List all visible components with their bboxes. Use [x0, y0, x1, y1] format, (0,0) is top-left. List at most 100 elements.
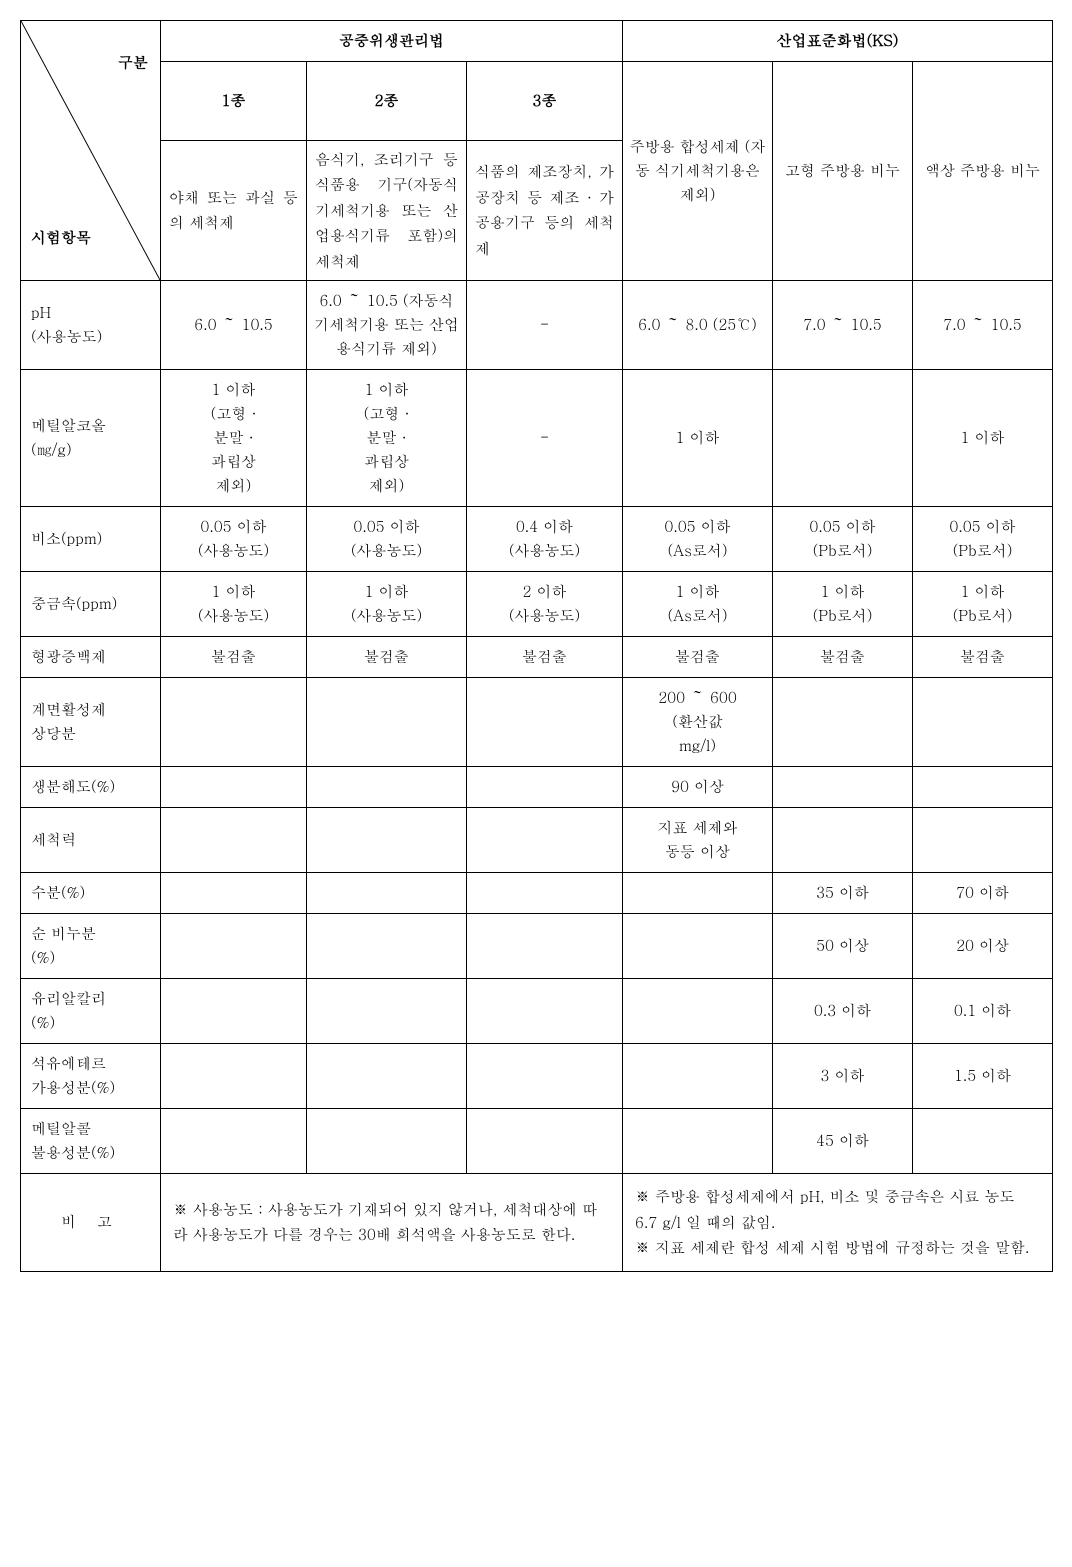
cell-soap-5: 50 이상: [773, 914, 913, 979]
remarks-note-2: ※ 주방용 합성세제에서 pH, 비소 및 중금속은 시료 농도 6.7 g/l…: [623, 1174, 1053, 1272]
header-group-ks: 산업표준화법(KS): [623, 21, 1053, 62]
cell-surf-2: [307, 678, 467, 767]
cell-heavy-5: 1 이하(Pb로서): [773, 572, 913, 637]
cell-ether-3: [467, 1044, 623, 1109]
cell-biodeg-4: 90 이상: [623, 767, 773, 808]
cell-cleaning-1: [161, 808, 307, 873]
row-label-alkali: 유리알칼리(%): [21, 979, 161, 1044]
cell-ether-1: [161, 1044, 307, 1109]
cell-ph-1: 6.0 ～ 10.5: [161, 281, 307, 370]
header-group-public-health: 공중위생관리법: [161, 21, 623, 62]
header-desc-2: 음식기, 조리기구 등 식품용 기구(자동식기세척기용 또는 산업용식기류 포함…: [307, 140, 467, 281]
row-label-fluor: 형광증백제: [21, 637, 161, 678]
row-label-surf: 계면활성제상당분: [21, 678, 161, 767]
cell-ph-2: 6.0 ～ 10.5 (자동식기세척기용 또는 산업용식기류 제외): [307, 281, 467, 370]
cell-methyl-6: 1 이하: [913, 370, 1053, 507]
cell-cleaning-2: [307, 808, 467, 873]
cell-alkali-1: [161, 979, 307, 1044]
header-desc-4: 주방용 합성세제 (자동 식기세척기용은 제외): [623, 62, 773, 281]
cell-moisture-6: 70 이하: [913, 873, 1053, 914]
cell-surf-6: [913, 678, 1053, 767]
cell-ph-3: -: [467, 281, 623, 370]
cell-fluor-6: 불검출: [913, 637, 1053, 678]
header-type-1: 1종: [161, 62, 307, 141]
cell-cleaning-5: [773, 808, 913, 873]
cell-methylins-3: [467, 1109, 623, 1174]
cell-methyl-1: 1 이하(고형 ·분말 ·과립상제외): [161, 370, 307, 507]
cell-fluor-2: 불검출: [307, 637, 467, 678]
cell-methylins-2: [307, 1109, 467, 1174]
header-category-label: 구분: [118, 51, 148, 75]
cell-biodeg-1: [161, 767, 307, 808]
header-desc-6: 액상 주방용 비누: [913, 62, 1053, 281]
cell-ether-6: 1.5 이하: [913, 1044, 1053, 1109]
cell-biodeg-6: [913, 767, 1053, 808]
cell-soap-4: [623, 914, 773, 979]
remarks-note-1: ※ 사용농도 : 사용농도가 기재되어 있지 않거나, 세척대상에 따라 사용농…: [161, 1174, 623, 1272]
cell-soap-3: [467, 914, 623, 979]
cell-methyl-5: [773, 370, 913, 507]
cell-soap-2: [307, 914, 467, 979]
cell-ph-4: 6.0 ～ 8.0 (25℃): [623, 281, 773, 370]
cell-arsenic-4: 0.05 이하(As로서): [623, 507, 773, 572]
cell-cleaning-4: 지표 세제와동등 이상: [623, 808, 773, 873]
cell-moisture-1: [161, 873, 307, 914]
cell-surf-3: [467, 678, 623, 767]
cell-heavy-1: 1 이하(사용농도): [161, 572, 307, 637]
cell-biodeg-3: [467, 767, 623, 808]
cell-arsenic-1: 0.05 이하(사용농도): [161, 507, 307, 572]
cell-alkali-5: 0.3 이하: [773, 979, 913, 1044]
cell-ph-5: 7.0 ～ 10.5: [773, 281, 913, 370]
row-label-ph: pH (사용농도): [21, 281, 161, 370]
cell-soap-6: 20 이상: [913, 914, 1053, 979]
cell-cleaning-3: [467, 808, 623, 873]
row-label-soap: 순 비누분(%): [21, 914, 161, 979]
cell-methylins-1: [161, 1109, 307, 1174]
cell-surf-4: 200 ～ 600(환산값mg/l): [623, 678, 773, 767]
cell-soap-1: [161, 914, 307, 979]
cell-moisture-5: 35 이하: [773, 873, 913, 914]
cell-methylins-4: [623, 1109, 773, 1174]
row-label-methylins: 메틸알콜불용성분(%): [21, 1109, 161, 1174]
diagonal-header: 구분 시험항목: [21, 21, 161, 281]
cell-alkali-4: [623, 979, 773, 1044]
header-desc-1: 야채 또는 과실 등의 세척제: [161, 140, 307, 281]
cell-fluor-4: 불검출: [623, 637, 773, 678]
cell-moisture-3: [467, 873, 623, 914]
row-label-biodeg: 생분해도(%): [21, 767, 161, 808]
cell-moisture-2: [307, 873, 467, 914]
cell-arsenic-3: 0.4 이하(사용농도): [467, 507, 623, 572]
cell-arsenic-2: 0.05 이하(사용농도): [307, 507, 467, 572]
row-label-ether: 석유에테르가용성분(%): [21, 1044, 161, 1109]
row-label-remarks: 비 고: [21, 1174, 161, 1272]
header-desc-3: 식품의 제조장치, 가공장치 등 제조 · 가공용기구 등의 세척제: [467, 140, 623, 281]
row-label-cleaning: 세척력: [21, 808, 161, 873]
cell-alkali-6: 0.1 이하: [913, 979, 1053, 1044]
cell-cleaning-6: [913, 808, 1053, 873]
cell-methyl-3: -: [467, 370, 623, 507]
cell-moisture-4: [623, 873, 773, 914]
header-type-2: 2종: [307, 62, 467, 141]
row-label-moisture: 수분(%): [21, 873, 161, 914]
cell-biodeg-5: [773, 767, 913, 808]
cell-fluor-5: 불검출: [773, 637, 913, 678]
cell-ether-5: 3 이하: [773, 1044, 913, 1109]
header-test-item-label: 시험항목: [31, 226, 91, 250]
row-label-methyl: 메틸알코올(㎎/g): [21, 370, 161, 507]
cell-fluor-3: 불검출: [467, 637, 623, 678]
cell-methylins-5: 45 이하: [773, 1109, 913, 1174]
cell-methyl-4: 1 이하: [623, 370, 773, 507]
cell-ether-4: [623, 1044, 773, 1109]
row-label-heavy: 중금속(ppm): [21, 572, 161, 637]
header-desc-5: 고형 주방용 비누: [773, 62, 913, 281]
cell-ether-2: [307, 1044, 467, 1109]
cell-arsenic-6: 0.05 이하(Pb로서): [913, 507, 1053, 572]
cell-heavy-6: 1 이하(Pb로서): [913, 572, 1053, 637]
cell-surf-5: [773, 678, 913, 767]
cell-arsenic-5: 0.05 이하(Pb로서): [773, 507, 913, 572]
cell-heavy-4: 1 이하(As로서): [623, 572, 773, 637]
row-label-arsenic: 비소(ppm): [21, 507, 161, 572]
cell-alkali-2: [307, 979, 467, 1044]
cell-alkali-3: [467, 979, 623, 1044]
cell-biodeg-2: [307, 767, 467, 808]
